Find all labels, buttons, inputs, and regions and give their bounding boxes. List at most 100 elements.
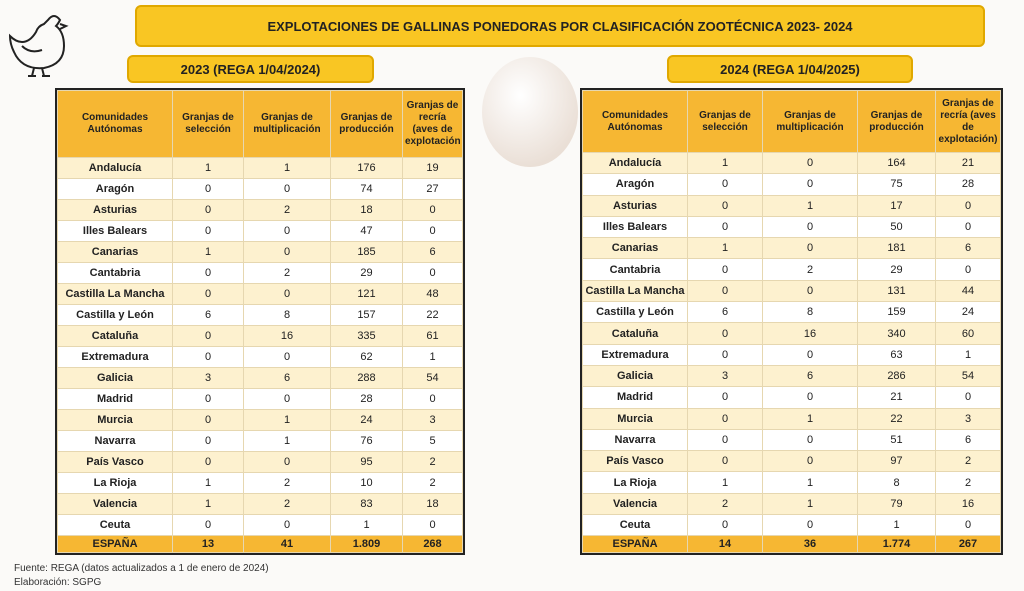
cell: 8 (857, 471, 936, 494)
row-label: Illes Balears (57, 220, 173, 242)
cell: 0 (243, 178, 331, 200)
column-header: Granjas de recría (aves de explotación) (935, 90, 1001, 153)
cell: 0 (402, 220, 463, 242)
cell: 6 (935, 428, 1001, 452)
cell: 60 (935, 322, 1001, 345)
cell: 0 (762, 450, 858, 473)
cell: 2 (402, 451, 463, 473)
row-label: Aragón (582, 173, 688, 196)
row-label: Castilla y León (582, 301, 688, 324)
row-label: Madrid (57, 388, 173, 410)
cell: 1 (402, 346, 463, 368)
cell: 6 (687, 301, 763, 324)
cell: 0 (172, 283, 244, 305)
table-row: La Rioja 1 1 8 2 (582, 471, 1001, 494)
cell: 16 (762, 322, 858, 345)
cell: 3 (935, 407, 1001, 430)
cell: 1 (935, 343, 1001, 366)
cell: 1 (687, 471, 763, 494)
cell: 51 (857, 428, 936, 452)
cell: 1 (172, 493, 244, 515)
cell: 5 (402, 430, 463, 452)
cell: 286 (857, 364, 936, 388)
column-header: Granjas de recría (aves de explotación (402, 90, 463, 158)
table-row: Andalucía 1 1 176 19 (57, 157, 463, 179)
row-label: Madrid (582, 386, 688, 409)
table-row: Cataluña 0 16 335 61 (57, 325, 463, 347)
table-row: Navarra 0 1 76 5 (57, 430, 463, 452)
cell: 74 (330, 178, 403, 200)
cell: 0 (762, 215, 858, 239)
cell: 19 (402, 157, 463, 179)
total-cell: 268 (402, 535, 463, 553)
row-label: Extremadura (57, 346, 173, 368)
table-row: Cataluña 0 16 340 60 (582, 322, 1001, 345)
table-row: Cantabria 0 2 29 0 (582, 258, 1001, 281)
table-row: Aragón 0 0 75 28 (582, 173, 1001, 196)
table-row: Aragón 0 0 74 27 (57, 178, 463, 200)
table-row: Canarias 1 0 185 6 (57, 241, 463, 263)
cell: 1 (172, 157, 244, 179)
cell: 1 (762, 492, 858, 516)
cell: 0 (687, 279, 763, 303)
cell: 0 (687, 258, 763, 281)
row-label: Asturias (582, 194, 688, 217)
row-label: Andalucía (582, 151, 688, 175)
cell: 8 (762, 301, 858, 324)
row-label: Galicia (582, 364, 688, 388)
total-cell: 13 (172, 535, 244, 553)
cell: 1 (172, 472, 244, 494)
cell: 29 (857, 258, 936, 281)
total-cell: 36 (762, 535, 858, 554)
footer-credit: Elaboración: SGPG (14, 577, 102, 588)
table-row: Asturias 0 2 18 0 (57, 199, 463, 221)
table-row: Madrid 0 0 28 0 (57, 388, 463, 410)
cell: 185 (330, 241, 403, 263)
cell: 0 (935, 258, 1001, 281)
cell: 0 (687, 194, 763, 217)
cell: 0 (935, 386, 1001, 409)
cell: 0 (402, 199, 463, 221)
cell: 2 (243, 472, 331, 494)
cell: 0 (402, 262, 463, 284)
row-label: Cataluña (57, 325, 173, 347)
cell: 0 (935, 514, 1001, 537)
cell: 0 (402, 388, 463, 410)
cell: 50 (857, 215, 936, 239)
row-label: Valencia (57, 493, 173, 515)
table-row: Madrid 0 0 21 0 (582, 386, 1001, 409)
cell: 54 (402, 367, 463, 389)
row-label: Cantabria (582, 258, 688, 281)
cell: 0 (172, 325, 244, 347)
cell: 24 (330, 409, 403, 431)
table-frame (580, 88, 1003, 555)
column-header: Granjas de multiplicación (762, 90, 858, 153)
row-label: Ceuta (57, 514, 173, 536)
table-row: Ceuta 0 0 1 0 (57, 514, 463, 536)
hen-icon (8, 15, 69, 77)
cell: 340 (857, 322, 936, 345)
cell: 1 (762, 471, 858, 494)
cell: 335 (330, 325, 403, 347)
egg (482, 57, 578, 167)
table-heading: 2023 (REGA 1/04/2024) (127, 55, 374, 83)
cell: 131 (857, 279, 936, 303)
cell: 83 (330, 493, 403, 515)
header-row: Comunidades Autónomas Granjas de selecció… (57, 90, 463, 158)
cell: 22 (402, 304, 463, 326)
cell: 0 (762, 343, 858, 366)
cell: 0 (172, 262, 244, 284)
row-label: Ceuta (582, 514, 688, 537)
row-label: País Vasco (582, 450, 688, 473)
table-row: Canarias 1 0 181 6 (582, 237, 1001, 260)
data-table: Comunidades Autónomas Granjas de selecció… (582, 90, 1001, 554)
cell: 76 (330, 430, 403, 452)
table-row: Galicia 3 6 288 54 (57, 367, 463, 389)
total-row: ESPAÑA 14 36 1.774 267 (582, 535, 1001, 554)
cell: 0 (687, 173, 763, 196)
total-cell: 1.809 (330, 535, 403, 553)
row-label: Andalucía (57, 157, 173, 179)
cell: 0 (762, 428, 858, 452)
cell: 1 (762, 407, 858, 430)
